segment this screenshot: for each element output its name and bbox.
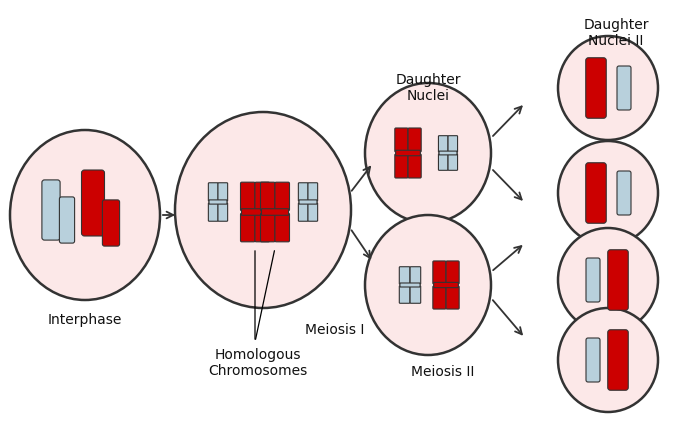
Text: Meiosis I: Meiosis I — [305, 323, 365, 337]
FancyBboxPatch shape — [446, 261, 459, 284]
Ellipse shape — [10, 130, 160, 300]
Text: Daughter
Nuclei: Daughter Nuclei — [395, 73, 461, 103]
FancyBboxPatch shape — [60, 197, 75, 243]
FancyBboxPatch shape — [400, 283, 420, 287]
FancyBboxPatch shape — [586, 163, 606, 223]
FancyBboxPatch shape — [399, 267, 410, 284]
FancyBboxPatch shape — [617, 171, 631, 215]
FancyBboxPatch shape — [586, 58, 606, 118]
Ellipse shape — [558, 141, 658, 245]
Text: Interphase: Interphase — [48, 313, 122, 327]
FancyBboxPatch shape — [434, 282, 458, 288]
FancyBboxPatch shape — [218, 183, 228, 201]
FancyBboxPatch shape — [439, 151, 457, 155]
FancyBboxPatch shape — [241, 213, 255, 242]
FancyBboxPatch shape — [209, 183, 218, 201]
FancyBboxPatch shape — [433, 286, 446, 309]
FancyBboxPatch shape — [298, 203, 308, 221]
Text: Meiosis II: Meiosis II — [412, 365, 475, 379]
FancyBboxPatch shape — [241, 209, 269, 215]
FancyBboxPatch shape — [408, 128, 421, 152]
FancyBboxPatch shape — [608, 250, 629, 310]
Ellipse shape — [365, 83, 491, 223]
FancyBboxPatch shape — [209, 203, 218, 221]
FancyBboxPatch shape — [298, 183, 308, 201]
FancyBboxPatch shape — [395, 128, 408, 152]
FancyBboxPatch shape — [308, 183, 318, 201]
FancyBboxPatch shape — [410, 286, 421, 303]
FancyBboxPatch shape — [586, 338, 600, 382]
FancyBboxPatch shape — [395, 154, 408, 178]
FancyBboxPatch shape — [395, 150, 420, 156]
Text: Daughter
Nuclei II: Daughter Nuclei II — [583, 18, 649, 48]
FancyBboxPatch shape — [446, 286, 459, 309]
FancyBboxPatch shape — [608, 330, 629, 390]
FancyBboxPatch shape — [260, 213, 275, 242]
FancyBboxPatch shape — [448, 136, 458, 152]
FancyBboxPatch shape — [102, 200, 120, 246]
Text: Homologous
Chromosomes: Homologous Chromosomes — [209, 348, 307, 378]
FancyBboxPatch shape — [399, 286, 410, 303]
FancyBboxPatch shape — [408, 154, 421, 178]
FancyBboxPatch shape — [260, 182, 275, 211]
FancyBboxPatch shape — [42, 180, 60, 240]
FancyBboxPatch shape — [255, 213, 270, 242]
FancyBboxPatch shape — [299, 200, 317, 204]
Ellipse shape — [175, 112, 351, 308]
FancyBboxPatch shape — [308, 203, 318, 221]
FancyBboxPatch shape — [275, 213, 290, 242]
FancyBboxPatch shape — [218, 203, 228, 221]
FancyBboxPatch shape — [586, 258, 600, 302]
Ellipse shape — [558, 36, 658, 140]
FancyBboxPatch shape — [438, 154, 448, 170]
Ellipse shape — [365, 215, 491, 355]
Ellipse shape — [558, 308, 658, 412]
FancyBboxPatch shape — [81, 170, 104, 236]
FancyBboxPatch shape — [433, 261, 446, 284]
FancyBboxPatch shape — [209, 200, 227, 204]
FancyBboxPatch shape — [410, 267, 421, 284]
FancyBboxPatch shape — [617, 66, 631, 110]
Ellipse shape — [558, 228, 658, 332]
FancyBboxPatch shape — [438, 136, 448, 152]
FancyBboxPatch shape — [262, 209, 288, 215]
FancyBboxPatch shape — [448, 154, 458, 170]
FancyBboxPatch shape — [241, 182, 255, 211]
FancyBboxPatch shape — [255, 182, 270, 211]
FancyBboxPatch shape — [275, 182, 290, 211]
